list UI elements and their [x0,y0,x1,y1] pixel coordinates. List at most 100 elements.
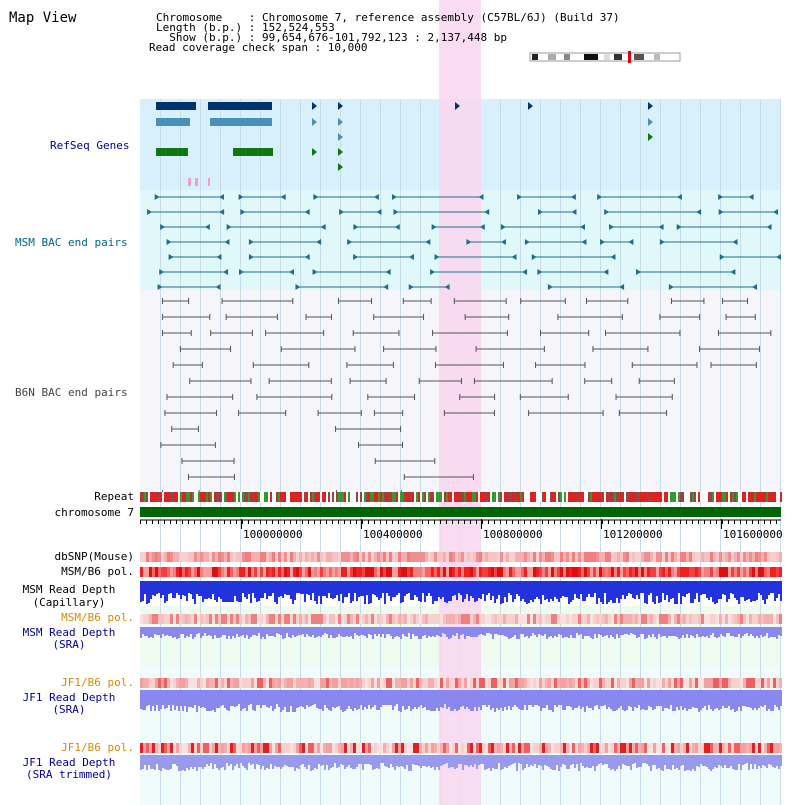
read-depth-bar [554,627,556,636]
read-depth-bar [656,755,658,769]
repeat-element [380,492,382,502]
heat-cell [311,743,314,753]
read-depth-bar [570,755,572,765]
heat-cell [182,552,185,562]
heat-cell [356,552,359,562]
read-depth-bar [258,755,260,765]
msm-bac-end [204,224,210,230]
repeat-element [366,492,368,502]
heat-cell [293,678,296,688]
msm-bac-end [766,224,772,230]
heat-cell [365,567,368,577]
heat-cell [521,743,524,753]
heat-cell [713,614,716,624]
read-depth-bar [382,627,384,634]
heat-cell [623,743,626,753]
read-depth-bar [696,627,698,634]
repeat-element [650,492,652,502]
read-depth-bar [688,581,690,593]
heat-cell [626,567,629,577]
heat-cell [452,678,455,688]
read-depth-bar [232,755,234,770]
heat-cell [416,678,419,688]
read-depth-bar [752,627,754,636]
read-depth-bar [412,690,414,709]
read-depth-bar [176,627,178,639]
heat-cell [617,678,620,688]
read-depth-bar [400,755,402,766]
read-depth-bar [156,690,158,705]
heat-cell [410,614,413,624]
read-depth-bar [568,581,570,604]
heat-cell [557,567,560,577]
read-depth-bar [432,627,434,636]
read-depth-bar [264,755,266,770]
read-depth-bar [268,690,270,708]
heat-cell [548,678,551,688]
read-depth-bar [480,581,482,599]
read-depth-bar [252,755,254,764]
read-depth-bar [636,690,638,708]
read-depth-bar [368,690,370,705]
refseq-gene-marker [338,102,343,110]
repeat-element [456,492,458,502]
repeat-element [316,492,318,502]
heat-cell [551,678,554,688]
heat-cell [311,678,314,688]
heat-cell [668,614,671,624]
heat-cell [317,567,320,577]
read-depth-bar [522,627,524,634]
read-depth-bar [502,690,504,711]
read-depth-bar [476,755,478,769]
read-depth-bar [594,627,596,634]
heat-cell [770,678,773,688]
read-depth-bar [770,755,772,765]
repeat-element [172,492,174,502]
heat-cell [692,678,695,688]
repeat-element [696,492,698,502]
heat-cell [467,552,470,562]
read-depth-bar [670,627,672,636]
ruler-label-2: 100400000 [363,528,423,541]
read-depth-bar [684,690,686,708]
read-depth-bar [214,690,216,712]
heat-cell [164,567,167,577]
heat-cell [554,743,557,753]
repeat-element [260,492,262,502]
msm-bac-end [391,194,397,200]
read-depth-bar [160,755,162,771]
read-depth-bar [744,690,746,706]
repeat-element [584,492,586,502]
read-depth-bar [336,690,338,707]
read-depth-bar [478,627,480,635]
read-depth-bar [158,690,160,711]
read-depth-bar [346,755,348,767]
repeat-element [748,492,750,502]
read-depth-bar [606,755,608,764]
read-depth-bar [652,755,654,765]
read-depth-bar [316,581,318,604]
repeat-element [370,492,372,502]
read-depth-bar [496,690,498,708]
track-label-jf1-depth-trimmed-sub: (SRA trimmed) [25,768,113,781]
read-depth-bar [736,581,738,600]
heat-cell [365,743,368,753]
heat-cell [533,678,536,688]
read-depth-bar [422,755,424,766]
read-depth-bar [216,755,218,768]
heat-cell [686,552,689,562]
heat-cell [380,567,383,577]
heat-cell [605,567,608,577]
read-depth-bar [186,627,188,636]
heat-cell [695,552,698,562]
read-depth-bar [256,690,258,705]
heat-cell [140,567,143,577]
heat-cell [401,552,404,562]
msm-bac-end [478,194,484,200]
read-depth-bar [698,690,700,712]
repeat-element [692,492,694,502]
read-depth-bar [318,690,320,709]
read-depth-bar [708,581,710,600]
heat-cell [302,552,305,562]
